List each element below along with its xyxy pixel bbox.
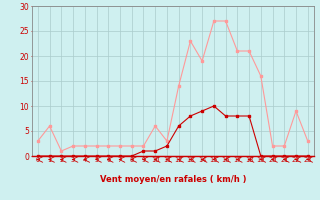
X-axis label: Vent moyen/en rafales ( km/h ): Vent moyen/en rafales ( km/h ) xyxy=(100,174,246,184)
